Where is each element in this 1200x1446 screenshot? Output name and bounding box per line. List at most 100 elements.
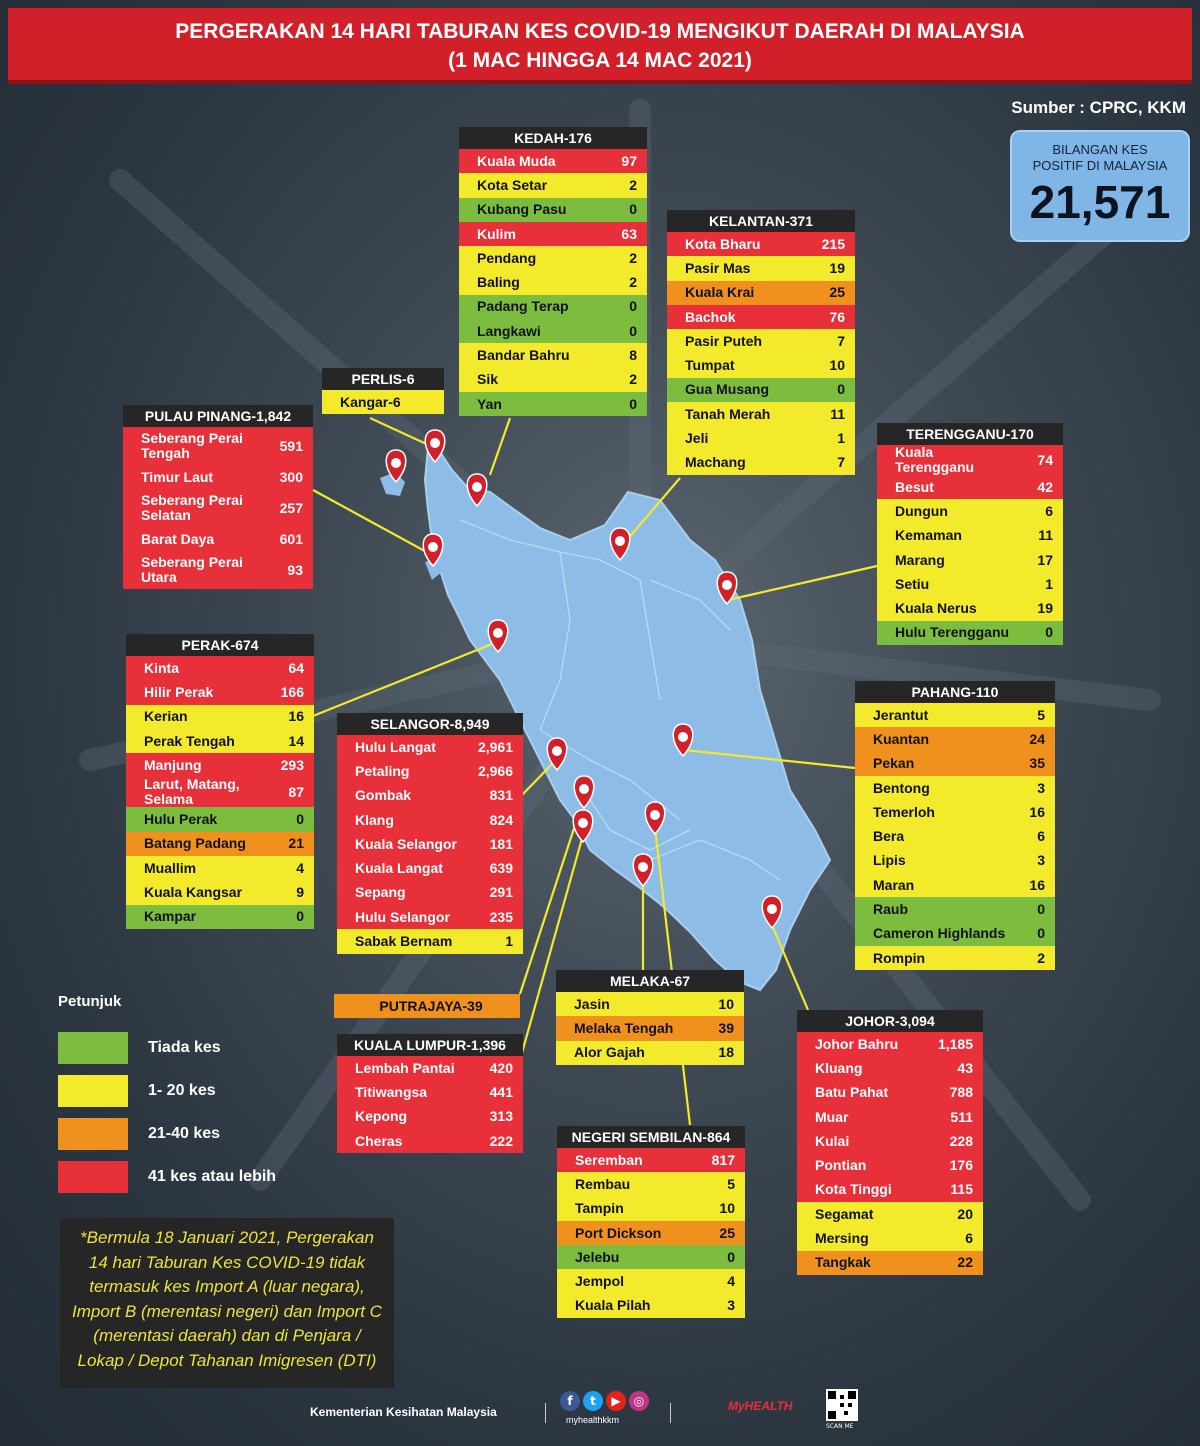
twitter-icon[interactable]: t xyxy=(583,1391,603,1411)
district-row: Muar 511 xyxy=(797,1104,983,1130)
district-row: Setiu 1 xyxy=(877,572,1063,597)
district-count: 25 xyxy=(829,284,845,301)
district-name: Padang Terap xyxy=(477,298,569,315)
district-row: Timur Laut 300 xyxy=(123,465,313,489)
district-name: Tumpat xyxy=(685,357,735,374)
district-count: 18 xyxy=(718,1044,734,1061)
district-count: 14 xyxy=(288,732,304,749)
district-count: 313 xyxy=(489,1108,513,1125)
district-count: 2 xyxy=(629,371,637,388)
district-count: 824 xyxy=(489,811,513,828)
district-row: Pasir Mas 19 xyxy=(667,256,855,281)
district-row: Kuala Nerus 19 xyxy=(877,596,1063,621)
facebook-icon[interactable]: f xyxy=(560,1391,580,1411)
district-count: 0 xyxy=(629,298,637,315)
district-row: Kemaman 11 xyxy=(877,523,1063,548)
district-name: Lipis xyxy=(873,852,906,869)
district-name: Kulim xyxy=(477,225,516,242)
ministry-name: Kementerian Kesihatan Malaysia xyxy=(310,1405,497,1419)
instagram-icon[interactable]: ◎ xyxy=(629,1391,649,1411)
district-row: Jeli 1 xyxy=(667,426,855,451)
district-row: Pontian 176 xyxy=(797,1153,983,1178)
district-name: Machang xyxy=(685,454,746,471)
table-negeri-sembilan: NEGERI SEMBILAN-864 Seremban 817 Rembau 5 Ta… xyxy=(557,1126,745,1319)
district-name: Segamat xyxy=(815,1205,874,1222)
district-name: Muallim xyxy=(144,859,197,876)
district-row: Hulu Perak 0 xyxy=(126,807,314,832)
divider xyxy=(545,1403,546,1423)
district-count: 4 xyxy=(296,859,304,876)
district-name: Manjung xyxy=(144,756,202,773)
district-row: Langkawi 0 xyxy=(459,319,647,344)
table-perlis: PERLIS-6 Kangar-6 xyxy=(322,368,444,415)
table-perak: PERAK-674 Kinta 64 Hilir Perak 166 Kerian 16 P… xyxy=(126,634,314,929)
district-name: Tangkak xyxy=(815,1254,871,1271)
district-row: Kulim 63 xyxy=(459,221,647,247)
district-count: 166 xyxy=(280,683,304,700)
district-count: 16 xyxy=(1029,803,1045,820)
district-count: 2,961 xyxy=(477,738,513,755)
district-name: Kinta xyxy=(144,659,179,676)
district-count: 0 xyxy=(629,395,637,412)
legend-item: 1- 20 kes xyxy=(58,1069,276,1112)
district-row: Sabak Bernam 1 xyxy=(337,929,523,954)
district-count: 235 xyxy=(489,908,513,925)
district-count: 1 xyxy=(837,430,845,447)
table-rows: Kangar-6 xyxy=(322,390,444,415)
district-name: Gombak xyxy=(355,787,412,804)
map-pin-dot xyxy=(578,818,588,828)
district-count: 10 xyxy=(718,995,734,1012)
district-name: Pekan xyxy=(873,755,915,772)
district-name: Kluang xyxy=(815,1059,863,1076)
district-name: Pasir Puteh xyxy=(685,332,763,349)
district-row: Pasir Puteh 7 xyxy=(667,329,855,354)
district-row: Kuala Muda 97 xyxy=(459,149,647,174)
district-row: Temerloh 16 xyxy=(855,800,1055,825)
map-pin-dot xyxy=(767,904,777,914)
district-count: 291 xyxy=(489,884,513,901)
district-count: 21 xyxy=(288,835,304,852)
divider xyxy=(670,1403,671,1423)
district-name: Kuala Muda xyxy=(477,152,556,169)
district-count: 181 xyxy=(489,835,513,852)
district-count: 7 xyxy=(837,332,845,349)
district-name: Tampin xyxy=(575,1200,624,1217)
district-row: Titiwangsa 441 xyxy=(337,1080,523,1105)
district-row: Jempol 4 xyxy=(557,1269,745,1294)
district-row: Machang 7 xyxy=(667,450,855,475)
district-count: 420 xyxy=(489,1059,513,1076)
district-count: 0 xyxy=(837,381,845,398)
district-count: 4 xyxy=(727,1273,735,1290)
youtube-icon[interactable]: ▶ xyxy=(606,1391,626,1411)
district-name: Bachok xyxy=(685,308,736,325)
district-row: Dungun 6 xyxy=(877,499,1063,524)
table-title: NEGERI SEMBILAN-864 xyxy=(557,1126,745,1148)
district-name: Timur Laut xyxy=(141,468,214,485)
district-row: Kota Setar 2 xyxy=(459,173,647,198)
district-row: Tampin 10 xyxy=(557,1196,745,1221)
qr-code-icon[interactable] xyxy=(826,1389,858,1421)
district-row: Sepang 291 xyxy=(337,880,523,906)
social-icons: f t ▶ ◎ xyxy=(560,1391,649,1411)
legend-item: Tiada kes xyxy=(58,1026,276,1069)
district-count: 300 xyxy=(279,468,303,485)
district-row: Hulu Terengganu 0 xyxy=(877,620,1063,646)
table-selangor: SELANGOR-8,949 Hulu Langat 2,961 Petaling 2… xyxy=(337,713,523,954)
district-name: Langkawi xyxy=(477,322,541,339)
district-row: Seremban 817 xyxy=(557,1148,745,1173)
map-pin-dot xyxy=(391,458,401,468)
table-rows: Hulu Langat 2,961 Petaling 2,966 Gombak 831 Kl… xyxy=(337,735,523,954)
district-row: Johor Bahru 1,185 xyxy=(797,1032,983,1057)
district-count: 8 xyxy=(629,347,637,364)
district-name: Sabak Bernam xyxy=(355,933,453,950)
district-name: Raub xyxy=(873,901,908,918)
district-row: Rembau 5 xyxy=(557,1172,745,1197)
district-row: Lembah Pantai 420 xyxy=(337,1056,523,1081)
table-title: KEDAH-176 xyxy=(459,127,647,149)
district-name: Jasin xyxy=(574,995,610,1012)
district-row: Kuala Terengganu 74 xyxy=(877,445,1063,475)
district-count: 0 xyxy=(629,322,637,339)
district-name: Kuala Selangor xyxy=(355,835,457,852)
district-row: Padang Terap 0 xyxy=(459,294,647,320)
table-pulau-pinang: PULAU PINANG-1,842 Seberang Perai Tengah… xyxy=(123,405,313,589)
